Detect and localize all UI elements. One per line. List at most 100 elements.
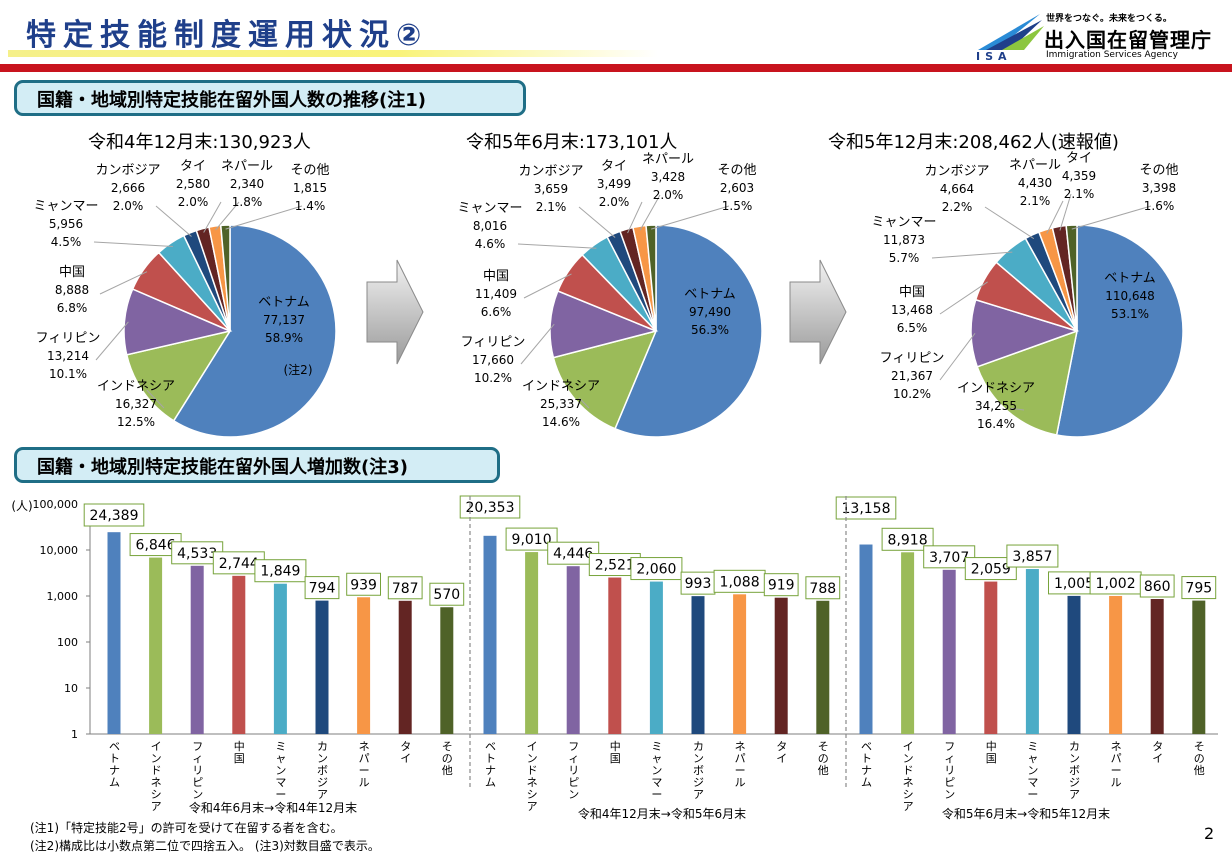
bar-g1-label-box-7 [387, 576, 423, 600]
pie1-slice-0 [172, 224, 337, 438]
pie1-value-7: 2,340 [230, 177, 264, 191]
pie2-value-4: 8,016 [473, 219, 507, 233]
bar-g2-cat-4: ミャンマー [651, 740, 662, 801]
bar-g2-label-box-7 [763, 573, 799, 597]
bar-g1-label-0: 24,389 [90, 508, 139, 524]
bar-g3-label-5: 1,005 [1054, 576, 1094, 592]
pie2-pct-0: 56.3% [691, 323, 729, 337]
pie3-value-0: 110,648 [1105, 289, 1155, 303]
pie3-leader-3 [939, 281, 988, 315]
bar-g1-cat-2: フィリピン [192, 740, 203, 801]
pie3-value-4: 11,873 [883, 233, 925, 247]
isa-logo-mark [978, 14, 1044, 50]
pie3-label-0: ベトナム [1104, 271, 1156, 286]
bar-g2-label-box-4 [630, 557, 683, 581]
bar-g3-7 [1150, 599, 1164, 734]
pie2-pct-8: 1.5% [722, 199, 753, 213]
pie2-pct-6: 2.0% [599, 195, 630, 209]
bar-ytick-2: 100 [57, 636, 78, 649]
logo-name: 出入国在留管理庁 [1044, 28, 1212, 52]
bar-g3-cat-8: その他 [1194, 740, 1205, 777]
pie1-label-4: ミャンマー [33, 199, 98, 214]
bar-g2-label-8: 788 [809, 581, 836, 597]
bar-g1-cat-1: インドネシア [151, 740, 162, 813]
bar-g3-6 [1109, 595, 1123, 734]
bar-g1-cat-6: ネパール [359, 740, 370, 789]
bar-g3-label-box-7 [1139, 574, 1175, 598]
logo-abbr: ISA [976, 50, 1012, 63]
pie3-leader-8 [1071, 205, 1152, 230]
bar-g1-6 [357, 597, 371, 734]
bar-g3-label-box-3 [964, 557, 1017, 581]
bar-g1-7 [398, 600, 412, 734]
pie3-label-4: ミャンマー [871, 215, 936, 230]
pie2-value-5: 3,659 [534, 182, 568, 196]
pie3-value-2: 21,367 [891, 369, 933, 383]
bar-g3-label-0: 13,158 [842, 501, 891, 517]
pie3-leader-1 [1010, 407, 1025, 411]
agency-logo: 世界をつなぐ。未来をつくる。 出入国在留管理庁 Immigration Serv… [976, 8, 1232, 64]
pie3-pct-0: 53.1% [1111, 307, 1149, 321]
pie1-leader-5 [155, 205, 192, 237]
pie3-pct-1: 16.4% [977, 417, 1015, 431]
pie1-pct-8: 1.4% [295, 199, 326, 213]
pie3-pct-8: 1.6% [1144, 199, 1175, 213]
bar-group-label-2: 令和4年12月末→令和5年6月末 [578, 806, 746, 821]
pie3-pct-7: 2.1% [1064, 187, 1095, 201]
bar-g1-cat-8: その他 [442, 740, 453, 777]
bar-g2-1 [525, 552, 539, 734]
transition-arrow-1 [366, 259, 424, 365]
pie2-label-2: フィリピン [461, 335, 526, 350]
bar-g3-cat-3: 中国 [986, 740, 997, 765]
bar-g3-label-box-1 [881, 527, 934, 551]
pie2-value-8: 2,603 [720, 181, 754, 195]
bar-ytick-3: 1,000 [47, 590, 79, 603]
pie2-label-4: ミャンマー [457, 201, 522, 216]
bar-g2-cat-1: インドネシア [527, 740, 538, 813]
bar-g3-cat-5: カンボジア [1069, 740, 1080, 801]
pie2-label-7: ネパール [642, 152, 694, 167]
pie1-label-0: ベトナム [258, 295, 310, 310]
bar-g1-4 [273, 583, 287, 734]
bar-g2-label-6: 1,088 [720, 574, 760, 590]
bar-g2-2 [566, 566, 580, 734]
pie2-label-3: 中国 [483, 269, 509, 284]
bar-g3-cat-2: フィリピン [944, 740, 955, 801]
bar-g2-5 [691, 596, 705, 734]
bar-g3-label-7: 860 [1144, 579, 1171, 595]
bar-g3-5 [1067, 595, 1081, 734]
pie1-value-0: 77,137 [263, 313, 305, 327]
bar-g3-8 [1192, 600, 1206, 734]
bar-g1-label-5: 794 [309, 581, 336, 597]
section-pie-title: 国籍・地域別特定技能在留外国人数の推移(注1) [14, 80, 526, 116]
bar-ytick-5: 100,000 [33, 498, 79, 511]
pie1-label-1: インドネシア [97, 379, 175, 394]
bar-g1-label-8: 570 [433, 587, 460, 603]
bar-g1-1 [149, 557, 163, 734]
bar-g2-cat-6: ネパール [735, 740, 746, 789]
pie3-leader-4 [931, 251, 1013, 259]
pie3-value-8: 3,398 [1142, 181, 1176, 195]
bar-g2-label-box-1 [505, 527, 558, 551]
pie2-label-0: ベトナム [684, 287, 736, 302]
bar-g1-label-box-0 [83, 503, 145, 527]
header-red-bar [0, 64, 1232, 72]
bar-g3-label-2: 3,707 [929, 550, 969, 566]
bar-g3-label-6: 1,002 [1096, 576, 1136, 592]
pie1-label-2: フィリピン [36, 331, 101, 346]
pie2-leader-6 [627, 201, 643, 234]
bar-g2-cat-8: その他 [818, 740, 829, 777]
pie1-value-2: 13,214 [47, 349, 89, 363]
pie-title-2: 令和5年6月末:173,101人 [466, 132, 678, 153]
pie1-label-6: タイ [180, 159, 206, 174]
pie2-value-6: 3,499 [597, 177, 631, 191]
bar-g1-label-box-8 [429, 582, 465, 606]
bar-ytick-0: 1 [71, 728, 78, 741]
pie2-label-5: カンボジア [518, 164, 583, 179]
pie2-slice-1 [552, 329, 658, 430]
bar-ytick-1: 10 [64, 682, 78, 695]
bar-g2-4 [649, 581, 663, 734]
bar-g3-cat-4: ミャンマー [1027, 740, 1038, 801]
bar-g1-label-box-6 [346, 572, 382, 596]
bar-g3-4 [1025, 569, 1039, 734]
